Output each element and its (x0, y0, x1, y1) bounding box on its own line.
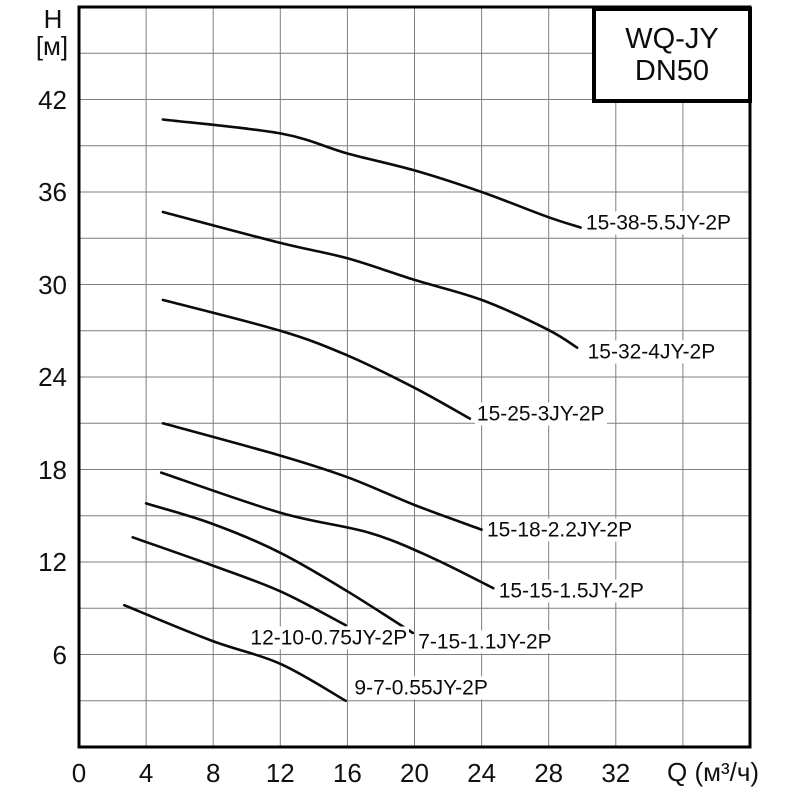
pump-curve-7-15-1.1JY-2P (144, 502, 415, 635)
model-legend-box: WQ-JY DN50 (592, 7, 752, 103)
x-tick-label-20: 20 (400, 758, 429, 788)
y-tick-label-24: 24 (38, 362, 67, 392)
curve-label-15-32-4JY-2P: 15-32-4JY-2P (585, 340, 718, 364)
curve-label-9-7-0.55JY-2P: 9-7-0.55JY-2P (352, 676, 490, 700)
pump-curve-12-10-0.75JY-2P (131, 536, 347, 627)
pump-curve-15-25-3JY-2P (161, 298, 472, 420)
legend-series-name: WQ-JY (625, 23, 719, 55)
plot-border (77, 5, 752, 749)
x-tick-label-0: 0 (71, 758, 87, 788)
pump-curve-15-32-4JY-2P (161, 210, 579, 349)
curve-label-7-15-1.1JY-2P: 7-15-1.1JY-2P (416, 630, 554, 654)
legend-size-label: DN50 (634, 55, 710, 87)
x-tick-label-24: 24 (467, 758, 497, 788)
x-axis-title: Q (м³/ч) (667, 757, 760, 787)
y-tick-label-12: 12 (38, 547, 67, 577)
y-tick-label-18: 18 (38, 454, 67, 485)
y-axis-title: H (43, 4, 63, 34)
y-tick-label-30: 30 (38, 269, 67, 300)
curve-label-15-18-2.2JY-2P: 15-18-2.2JY-2P (485, 518, 635, 542)
curve-label-15-38-5.5JY-2P: 15-38-5.5JY-2P (583, 211, 734, 235)
x-tick-label-32: 32 (601, 758, 631, 788)
pump-curve-15-18-2.2JY-2P (161, 422, 483, 531)
x-tick-label-4: 4 (138, 758, 154, 788)
y-tick-label-36: 36 (38, 177, 67, 207)
x-tick-label-8: 8 (205, 758, 221, 788)
pump-curve-15-38-5.5JY-2P (161, 118, 582, 229)
x-tick-label-12: 12 (265, 758, 295, 788)
pump-curve-15-15-1.5JY-2P (159, 471, 495, 590)
x-tick-label-16: 16 (332, 758, 362, 788)
curve-label-15-25-3JY-2P: 15-25-3JY-2P (474, 402, 607, 426)
y-axis-unit: [м] (35, 31, 69, 61)
y-tick-label-6: 6 (52, 639, 67, 670)
pump-curve-9-7-0.55JY-2P (123, 603, 347, 703)
curve-label-15-15-1.5JY-2P: 15-15-1.5JY-2P (496, 579, 646, 603)
curve-label-12-10-0.75JY-2P: 12-10-0.75JY-2P (248, 625, 410, 650)
y-tick-label-42: 42 (38, 84, 67, 115)
x-tick-label-28: 28 (534, 758, 564, 788)
